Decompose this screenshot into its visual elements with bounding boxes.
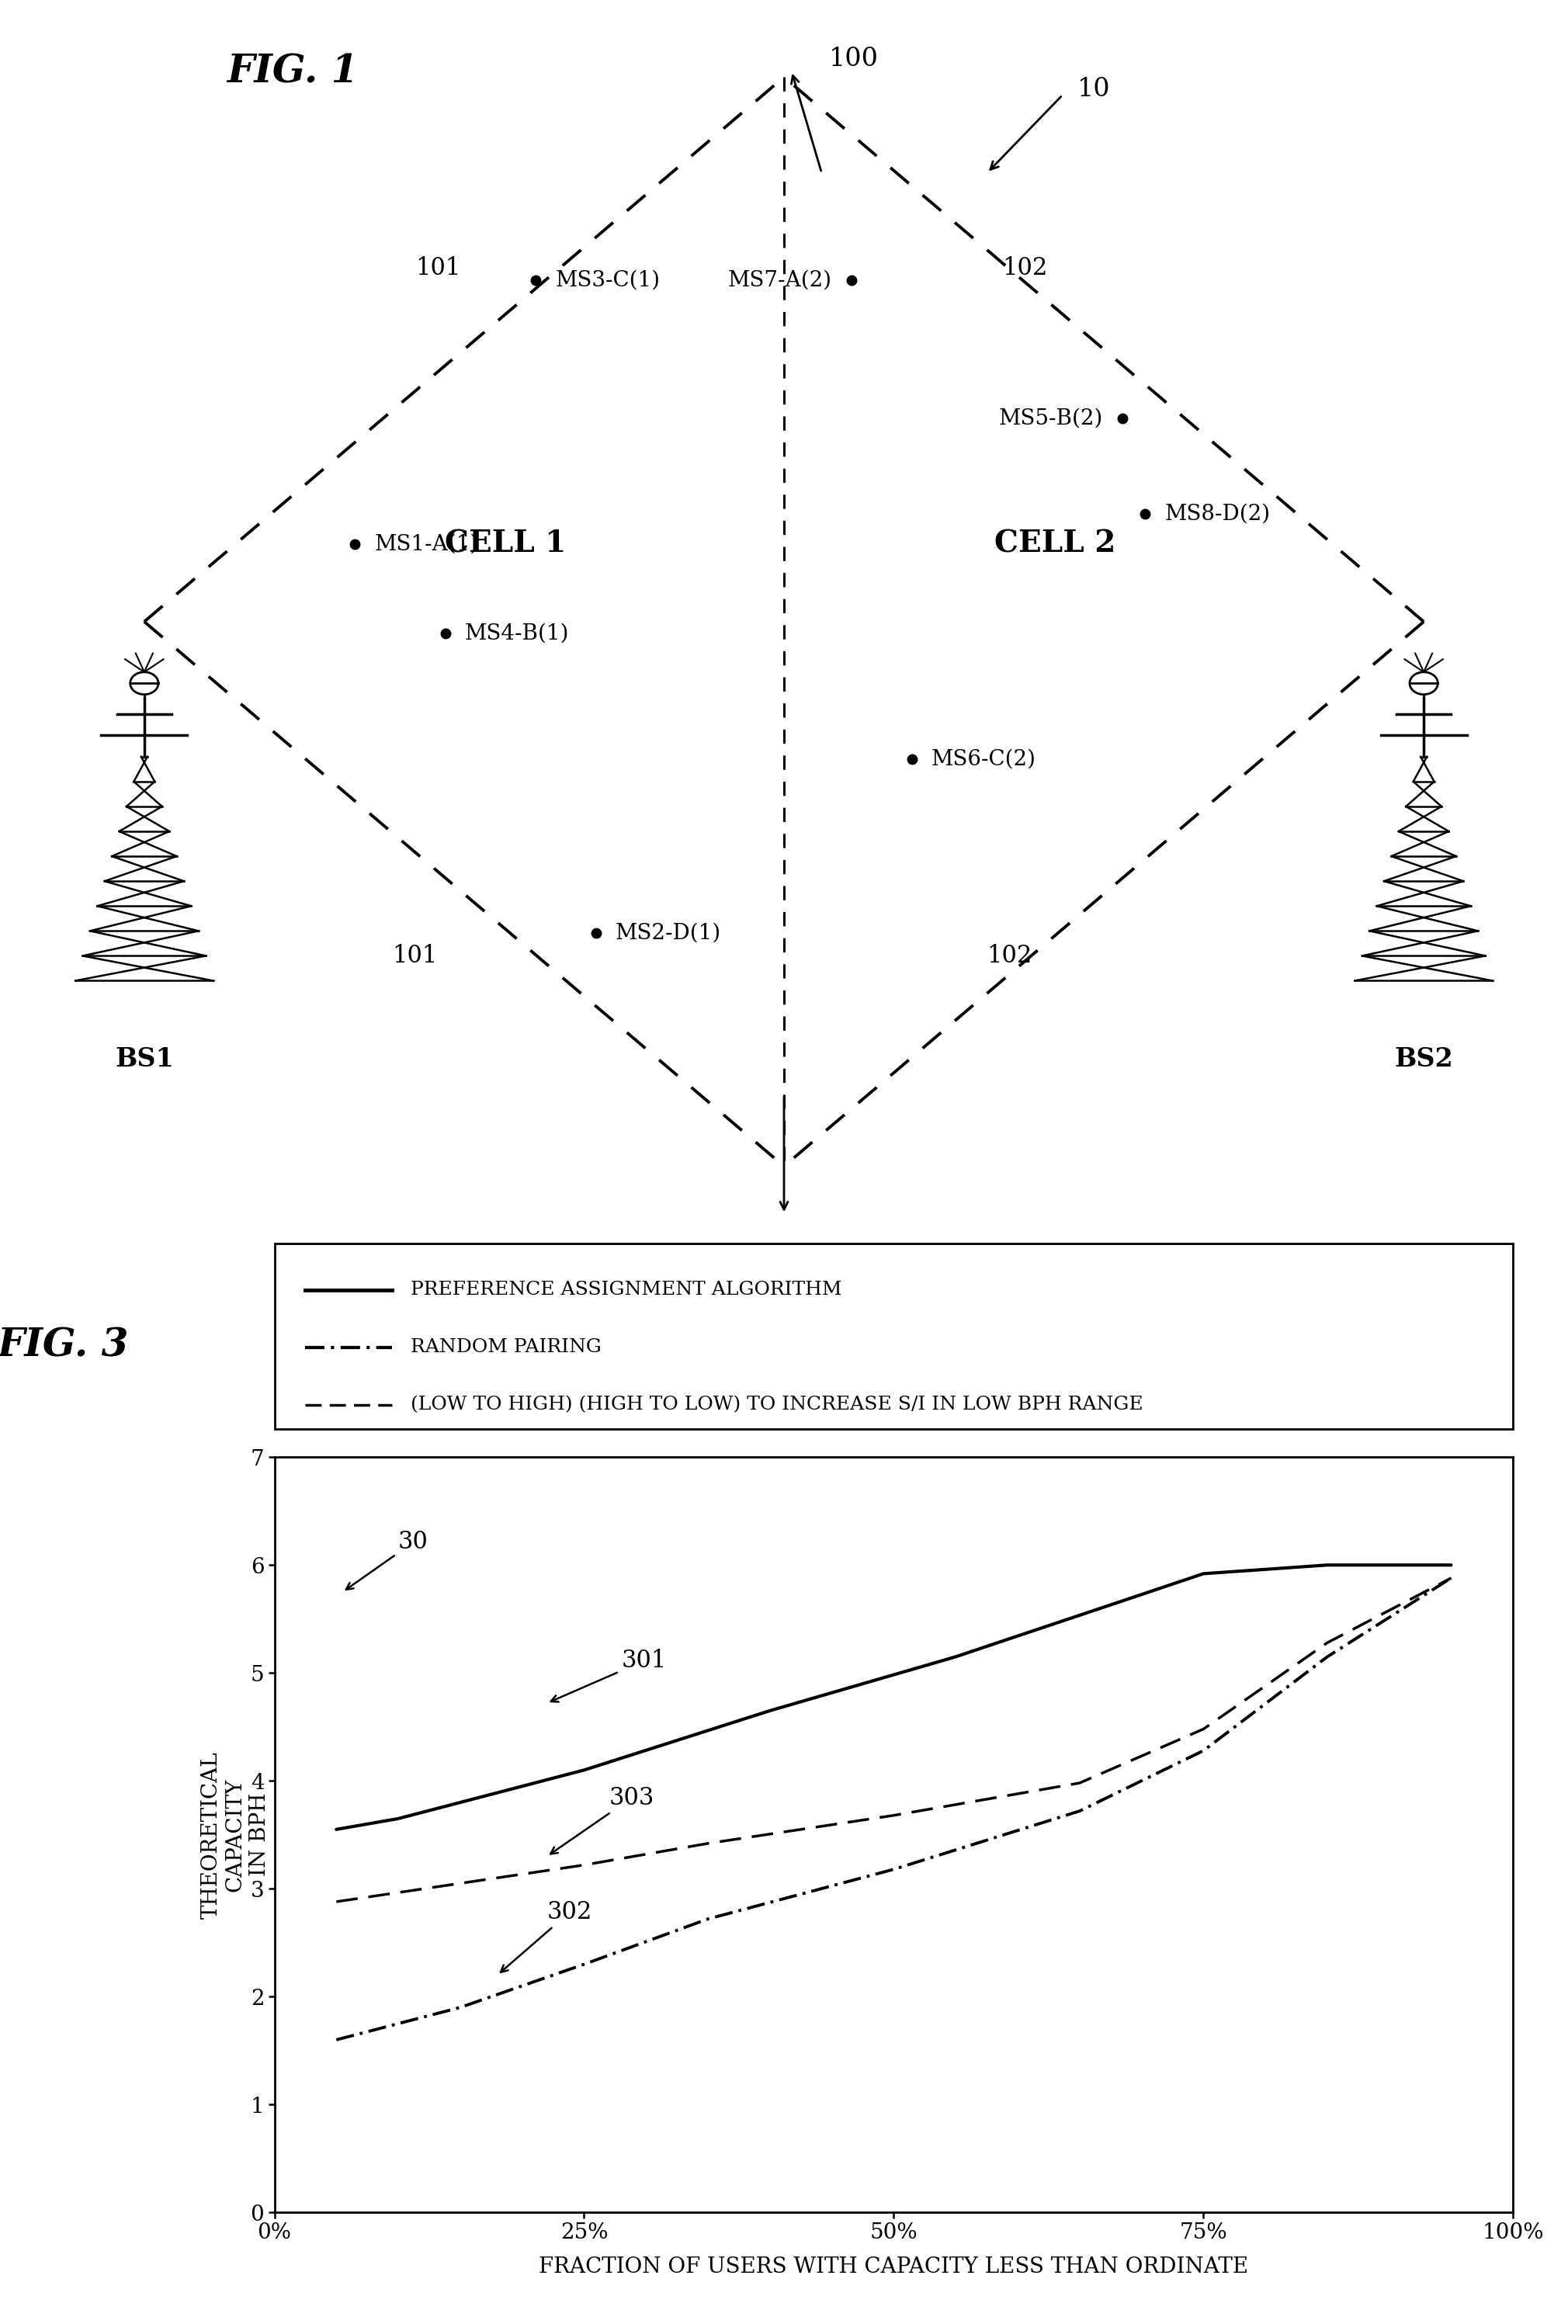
Text: 100: 100: [829, 46, 878, 72]
Text: 101: 101: [416, 256, 461, 279]
Text: 10: 10: [1077, 77, 1110, 102]
Text: 30: 30: [347, 1529, 428, 1590]
Text: BS2: BS2: [1394, 1046, 1454, 1071]
Text: MS1-A(1): MS1-A(1): [375, 535, 478, 555]
Text: CELL 1: CELL 1: [445, 530, 566, 558]
Text: RANDOM PAIRING: RANDOM PAIRING: [411, 1339, 602, 1357]
Text: MS2-D(1): MS2-D(1): [615, 923, 721, 944]
Text: (LOW TO HIGH) (HIGH TO LOW) TO INCREASE S/I IN LOW BPH RANGE: (LOW TO HIGH) (HIGH TO LOW) TO INCREASE …: [411, 1397, 1143, 1413]
Text: FIG. 3: FIG. 3: [0, 1327, 129, 1364]
Text: MS7-A(2): MS7-A(2): [728, 270, 833, 290]
Text: MS5-B(2): MS5-B(2): [999, 407, 1104, 428]
Text: PREFERENCE ASSIGNMENT ALGORITHM: PREFERENCE ASSIGNMENT ALGORITHM: [411, 1281, 842, 1299]
Y-axis label: THEORETICAL
CAPACITY
IN BPH: THEORETICAL CAPACITY IN BPH: [201, 1750, 270, 1920]
Text: 101: 101: [392, 944, 437, 969]
Text: 102: 102: [1002, 256, 1047, 279]
Text: 303: 303: [550, 1785, 654, 1855]
Text: MS6-C(2): MS6-C(2): [931, 748, 1036, 769]
X-axis label: FRACTION OF USERS WITH CAPACITY LESS THAN ORDINATE: FRACTION OF USERS WITH CAPACITY LESS THA…: [539, 2257, 1248, 2278]
Text: MS3-C(1): MS3-C(1): [555, 270, 660, 290]
Text: CELL 2: CELL 2: [994, 530, 1116, 558]
Text: MS8-D(2): MS8-D(2): [1165, 504, 1270, 525]
Text: MS4-B(1): MS4-B(1): [464, 623, 569, 644]
Text: BS1: BS1: [114, 1046, 174, 1071]
Text: 102: 102: [988, 944, 1032, 969]
Text: FIG. 1: FIG. 1: [227, 53, 359, 91]
Text: 302: 302: [500, 1901, 593, 1973]
Text: 301: 301: [550, 1650, 666, 1701]
